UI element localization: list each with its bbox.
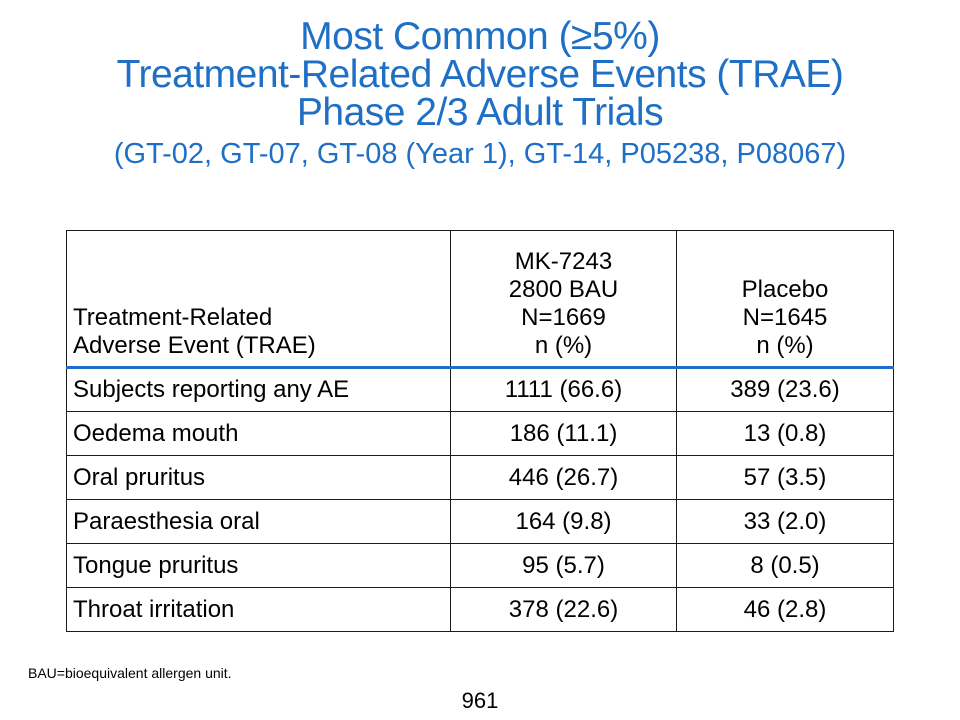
header-drug: MK-7243 2800 BAU N=1669 n (%) [450,230,677,369]
header-event-line: Adverse Event (TRAE) [73,332,316,359]
title-line-3: Phase 2/3 Adult Trials [296,91,664,134]
slide-title: Most Common (≥5%) Treatment-Related Adve… [0,15,960,172]
event-name: Subjects reporting any AE [66,367,451,412]
placebo-value: 13 (0.8) [676,411,894,456]
drug-value: 446 (26.7) [450,455,677,500]
placebo-value: 33 (2.0) [676,499,894,544]
drug-value: 186 (11.1) [450,411,677,456]
header-placebo-line: Placebo [741,276,829,303]
drug-value: 164 (9.8) [450,499,677,544]
drug-value: 378 (22.6) [450,587,677,632]
drug-value: 95 (5.7) [450,543,677,588]
table-row: Paraesthesia oral 164 (9.8) 33 (2.0) [66,499,894,544]
header-drug-line: n (%) [534,332,593,359]
header-drug-line: MK-7243 [514,248,613,275]
footnote: BAU=bioequivalent allergen unit. [28,665,232,681]
header-drug-line: 2800 BAU [508,276,619,303]
page-number: 961 [461,688,499,713]
title-trials-list: (GT-02, GT-07, GT-08 (Year 1), GT-14, P0… [113,138,847,170]
placebo-value: 57 (3.5) [676,455,894,500]
drug-value: 1111 (66.6) [450,367,677,412]
table-row: Tongue pruritus 95 (5.7) 8 (0.5) [66,543,894,588]
table-header-row: Treatment-Related Adverse Event (TRAE) M… [66,230,894,369]
title-line-2: Treatment-Related Adverse Events (TRAE) [116,53,844,96]
event-name: Tongue pruritus [66,543,451,588]
table-row: Subjects reporting any AE 1111 (66.6) 38… [66,367,894,412]
header-drug-line: N=1669 [521,304,606,331]
table-row: Oedema mouth 186 (11.1) 13 (0.8) [66,411,894,456]
header-event: Treatment-Related Adverse Event (TRAE) [66,230,451,369]
placebo-value: 8 (0.5) [676,543,894,588]
placebo-value: 389 (23.6) [676,367,894,412]
table-row: Oral pruritus 446 (26.7) 57 (3.5) [66,455,894,500]
placebo-value: 46 (2.8) [676,587,894,632]
event-name: Paraesthesia oral [66,499,451,544]
event-name: Oedema mouth [66,411,451,456]
title-line-1: Most Common (≥5%) [300,15,660,58]
event-name: Oral pruritus [66,455,451,500]
event-name: Throat irritation [66,587,451,632]
adverse-events-table: Treatment-Related Adverse Event (TRAE) M… [66,230,894,632]
header-event-line: Treatment-Related [73,304,273,331]
header-placebo-line: N=1645 [742,304,828,331]
header-placebo-line: n (%) [756,332,814,359]
table-row: Throat irritation 378 (22.6) 46 (2.8) [66,587,894,632]
header-placebo: Placebo N=1645 n (%) [676,230,894,369]
